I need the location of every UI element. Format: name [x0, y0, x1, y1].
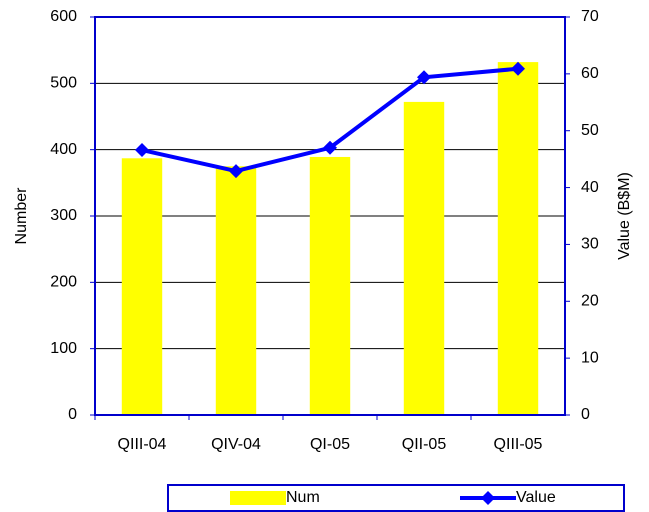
y2-tick-label: 10 [581, 349, 599, 366]
y-tick-label: 400 [50, 141, 77, 158]
bar [309, 156, 351, 416]
line [141, 66, 519, 174]
y-tick-label: 200 [50, 274, 77, 291]
legend-label: Num [286, 489, 320, 506]
marker [511, 61, 525, 76]
plot-frame [94, 16, 566, 416]
marker [135, 143, 149, 158]
x-tick-label: QIV-04 [211, 436, 261, 453]
y-tick-label: 600 [50, 8, 77, 25]
y2-tick-label: 50 [581, 122, 599, 139]
x-tick-label: QII-05 [402, 436, 447, 453]
y-tick-label: 500 [50, 75, 77, 92]
legend-swatch [230, 491, 286, 505]
marker [417, 70, 431, 85]
marker [229, 164, 243, 179]
x-tick-label: QIII-05 [494, 436, 543, 453]
x-tick-label: QI-05 [310, 436, 350, 453]
x-tick-label: QIII-04 [118, 436, 167, 453]
bar [121, 158, 163, 416]
y2-axis-label: Value (B$M) [616, 172, 633, 260]
y-tick-label: 300 [50, 207, 77, 224]
y-axis-label: Number [13, 187, 30, 245]
bar [497, 62, 539, 416]
bar [215, 166, 257, 415]
y2-tick-label: 40 [581, 179, 599, 196]
y2-tick-label: 0 [581, 406, 590, 423]
marker [323, 140, 337, 155]
bar [403, 101, 445, 415]
y2-tick-label: 60 [581, 65, 599, 82]
legend-label: Value [516, 489, 556, 506]
y2-tick-label: 70 [581, 8, 599, 25]
y2-tick-label: 20 [581, 293, 599, 310]
y-tick-label: 0 [68, 406, 77, 423]
legend-marker [481, 491, 495, 505]
y-tick-label: 100 [50, 340, 77, 357]
y2-tick-label: 30 [581, 236, 599, 253]
